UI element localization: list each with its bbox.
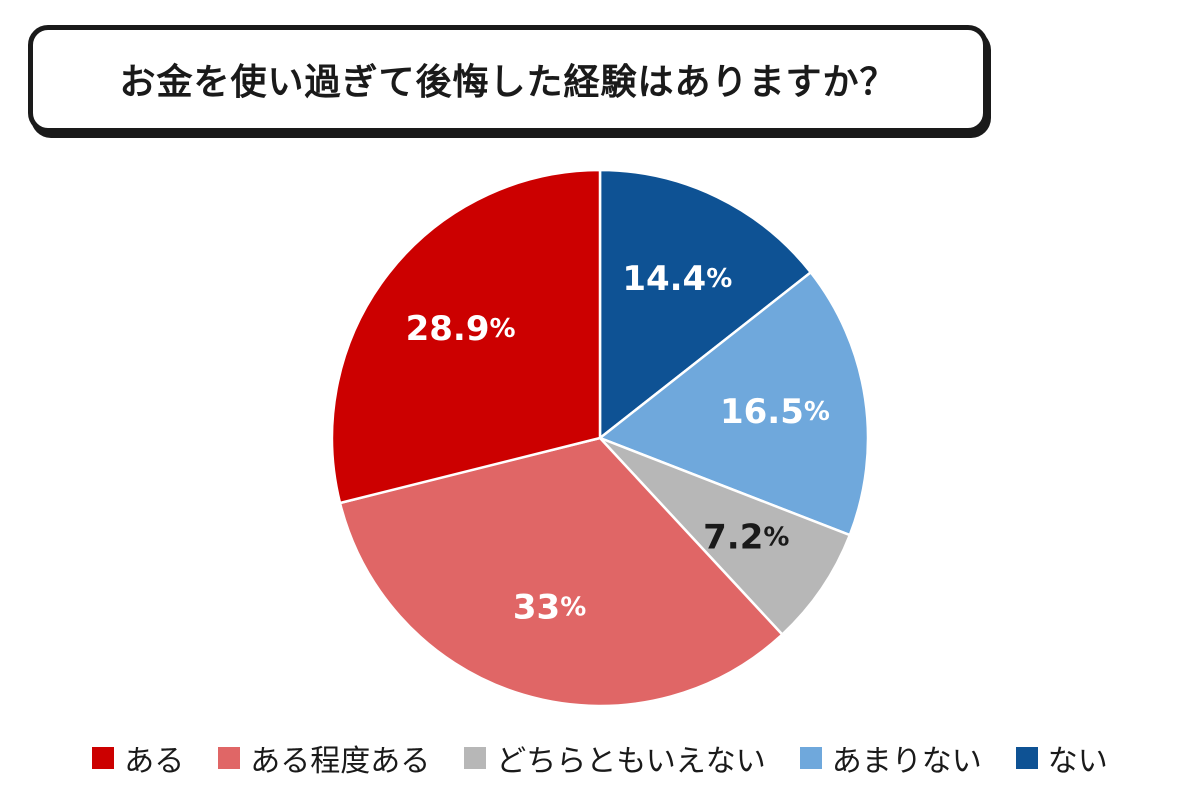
- slice-value-label: 14.4%: [622, 259, 732, 299]
- pie-slice: [598, 271, 870, 537]
- legend-label: どちらともいえない: [496, 744, 766, 779]
- slice-value-label: 28.9%: [406, 309, 516, 349]
- slice-value-label: 7.2%: [703, 517, 789, 557]
- legend-item: ある程度ある: [218, 736, 430, 780]
- pie-labels: 14.4% 16.5% 7.2% 33% 28.9%: [406, 259, 830, 628]
- legend-item: ない: [1015, 736, 1108, 780]
- legend-label: ない: [1047, 744, 1108, 779]
- legend-swatch: [799, 747, 822, 769]
- legend-label: あまりない: [831, 744, 982, 779]
- legend-item: ある: [92, 736, 184, 780]
- legend-swatch: [1015, 747, 1038, 769]
- slice-value-label: 33%: [513, 588, 586, 628]
- legend: ある ある程度ある どちらともいえない あまりない ない: [0, 733, 1200, 783]
- pie-slices: [330, 168, 870, 708]
- pie-slice: [598, 168, 812, 440]
- legend-swatch: [218, 747, 241, 769]
- legend-item: あまりない: [799, 736, 982, 780]
- legend-item: どちらともいえない: [464, 736, 766, 780]
- legend-swatch: [464, 747, 487, 769]
- chart-title: お金を使い過ぎて後悔した経験はありますか？: [119, 62, 897, 103]
- title-box: お金を使い過ぎて後悔した経験はありますか？: [28, 25, 988, 133]
- legend-label: ある: [124, 744, 185, 779]
- pie-chart: 14.4% 16.5% 7.2% 33% 28.9%: [330, 168, 870, 708]
- legend-swatch: [92, 747, 115, 769]
- pie-slice: [330, 168, 602, 505]
- slice-value-label: 16.5%: [720, 392, 830, 432]
- pie-slice: [338, 436, 784, 708]
- legend-label: ある程度ある: [250, 744, 431, 779]
- pie-slice: [598, 436, 852, 636]
